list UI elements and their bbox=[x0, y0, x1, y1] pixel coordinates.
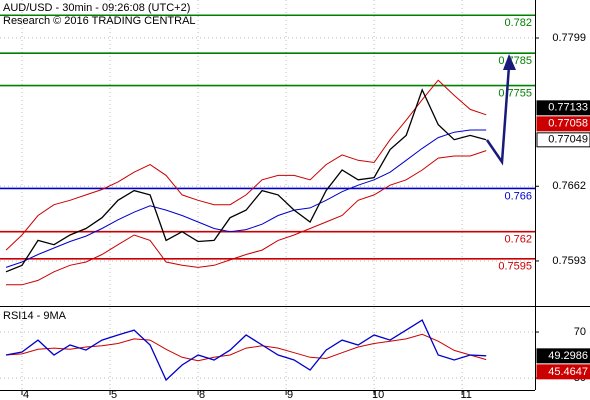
series-line bbox=[6, 150, 487, 286]
price-tag bbox=[536, 364, 590, 380]
chart-subtitle: Research © 2016 TRADING CENTRAL bbox=[3, 15, 196, 27]
series-line bbox=[5, 333, 487, 362]
y-tick-label: 0.7662 bbox=[552, 180, 586, 192]
x-tick-label: 9 bbox=[287, 389, 293, 400]
chart-title: AUD/USD - 30min - 09:26:08 (UTC+2) bbox=[3, 2, 190, 14]
level-label: 0.7785 bbox=[498, 55, 532, 67]
series-line bbox=[5, 129, 487, 268]
level-label: 0.782 bbox=[504, 17, 532, 29]
level-label: 0.7595 bbox=[498, 261, 532, 273]
indicator-title: RSI14 - 9MA bbox=[3, 310, 67, 322]
price-tag-label: 45.4647 bbox=[548, 366, 588, 378]
price-tag bbox=[536, 100, 590, 116]
price-tag-label: 0.77049 bbox=[548, 134, 588, 146]
price-tag bbox=[536, 132, 590, 148]
price-tag bbox=[536, 348, 590, 364]
price-tag-label: 0.77058 bbox=[548, 118, 588, 130]
y-tick-label: 0.7593 bbox=[552, 255, 586, 267]
series-line bbox=[5, 319, 487, 382]
level-label: 0.7755 bbox=[498, 88, 532, 100]
x-tick-label: 11 bbox=[460, 389, 471, 400]
x-tick-label: 5 bbox=[111, 389, 117, 400]
level-label: 0.766 bbox=[504, 190, 532, 202]
y-tick-label: 0.7799 bbox=[552, 32, 586, 44]
level-label: 0.762 bbox=[504, 234, 532, 246]
x-tick-label: 8 bbox=[199, 389, 205, 400]
forecast-arrowhead bbox=[503, 54, 516, 70]
price-tag bbox=[536, 116, 590, 132]
price-tag-label: 0.77133 bbox=[548, 102, 588, 114]
x-tick-label: 10 bbox=[372, 389, 384, 400]
forecast-arrow bbox=[485, 65, 511, 166]
series-line bbox=[5, 79, 487, 251]
x-tick-label: 4 bbox=[23, 389, 29, 400]
y-tick-label: 70 bbox=[574, 326, 586, 338]
price-tag-label: 49.2986 bbox=[548, 350, 588, 362]
series-line bbox=[5, 88, 487, 273]
